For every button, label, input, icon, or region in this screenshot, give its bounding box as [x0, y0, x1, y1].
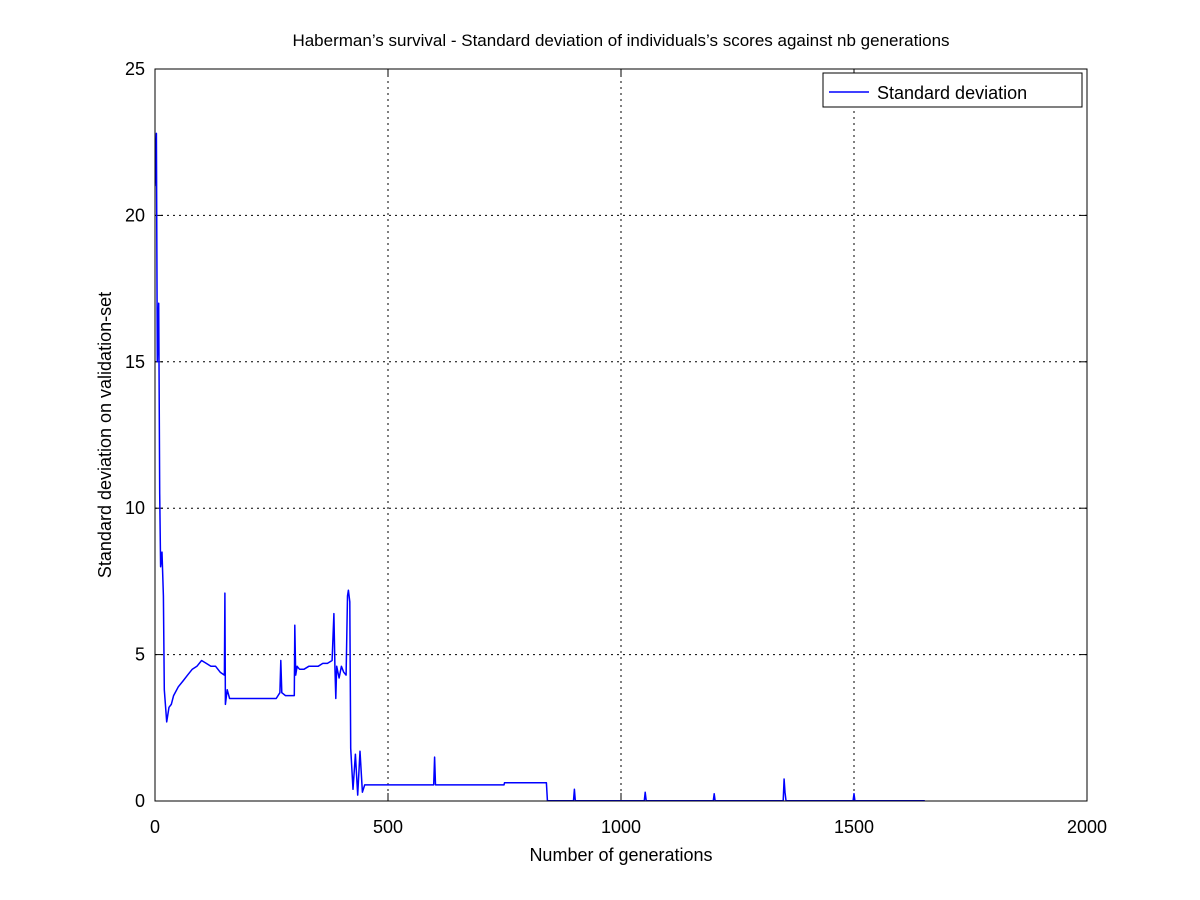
legend-box [822, 72, 1083, 108]
tick-labels: 0 500 1000 1500 2000 0 5 10 15 20 25 [125, 59, 1107, 837]
x-tick-label: 500 [373, 817, 403, 837]
x-tick-label: 2000 [1067, 817, 1107, 837]
x-tick-label: 0 [150, 817, 160, 837]
x-tick-label: 1000 [601, 817, 641, 837]
y-tick-label: 25 [125, 59, 145, 79]
y-tick-label: 0 [135, 791, 145, 811]
x-tick-label: 1500 [834, 817, 874, 837]
legend-entry-label: Standard deviation [877, 83, 1027, 103]
y-tick-label: 15 [125, 352, 145, 372]
x-axis-label: Number of generations [529, 845, 712, 865]
plot-frame [154, 68, 1088, 802]
y-tick-label: 5 [135, 645, 145, 665]
chart-title: Haberman’s survival - Standard deviation… [292, 31, 949, 50]
y-tick-label: 20 [125, 205, 145, 225]
legend: Standard deviation [822, 72, 1083, 108]
grid-lines [155, 69, 1087, 801]
y-tick-label: 10 [125, 498, 145, 518]
y-axis-label: Standard deviation on validation-set [95, 292, 115, 578]
